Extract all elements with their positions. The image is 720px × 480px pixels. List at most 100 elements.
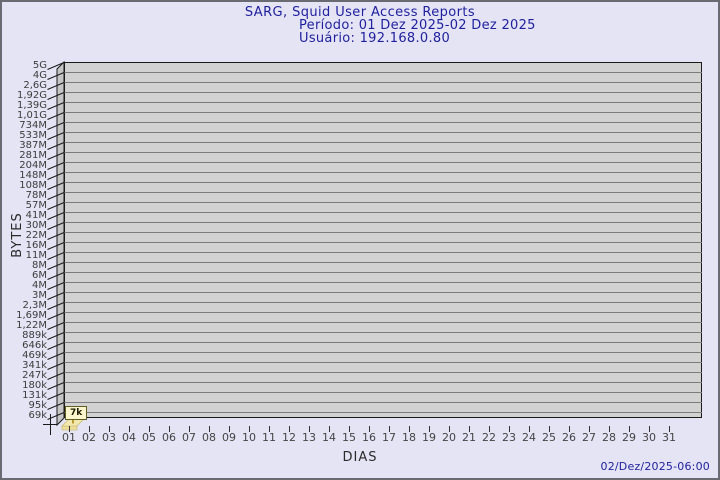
x-tick-mark (589, 426, 590, 432)
gridline (64, 192, 702, 193)
y-tick-mark (47, 142, 65, 150)
y-axis-tick-label: 889k (22, 330, 47, 341)
y-tick-mark (47, 72, 65, 80)
gridline (64, 372, 702, 373)
x-axis-tick-label: 28 (602, 431, 616, 444)
left-wall-3d (56, 60, 65, 427)
gridline (64, 252, 702, 253)
gridline (64, 412, 702, 413)
y-axis-tick-label: 646k (22, 340, 47, 351)
y-tick-mark (47, 372, 65, 380)
y-tick-mark (47, 162, 65, 170)
gridline (64, 262, 702, 263)
y-axis-tick-label: 108M (19, 180, 47, 191)
chart-plot-area (64, 62, 702, 418)
gridline (64, 272, 702, 273)
x-axis-tick-label: 26 (562, 431, 576, 444)
gridline (64, 242, 702, 243)
y-axis-tick-label: 387M (19, 140, 47, 151)
x-tick-mark (349, 426, 350, 432)
y-tick-mark (47, 222, 65, 230)
x-axis-tick-label: 12 (282, 431, 296, 444)
x-axis-tick-label: 08 (202, 431, 216, 444)
y-axis-tick-label: 281M (19, 150, 47, 161)
y-tick-mark (47, 262, 65, 270)
x-tick-mark (509, 426, 510, 432)
x-axis-tick-label: 03 (102, 431, 116, 444)
y-tick-mark (47, 362, 65, 370)
gridline (64, 202, 702, 203)
y-axis-tick-label: 148M (19, 170, 47, 181)
y-axis-tick-label: 734M (19, 120, 47, 131)
y-tick-mark (47, 62, 65, 70)
y-axis-tick-label: 78M (25, 190, 47, 201)
y-tick-mark (47, 412, 65, 420)
x-axis-tick-label: 21 (462, 431, 476, 444)
x-tick-mark (649, 426, 650, 432)
gridline (64, 392, 702, 393)
gridline (64, 72, 702, 73)
x-tick-mark (669, 426, 670, 432)
x-tick-mark (389, 426, 390, 432)
y-tick-mark (47, 152, 65, 160)
y-axis-tick-label: 469k (22, 350, 47, 361)
x-axis-tick-label: 07 (182, 431, 196, 444)
x-tick-mark (289, 426, 290, 432)
x-tick-mark (129, 426, 130, 432)
x-axis-tick-label: 18 (402, 431, 416, 444)
y-axis-tick-label: 69k (28, 410, 47, 421)
x-axis-tick-label: 01 (62, 431, 76, 444)
y-axis-tick-label: 204M (19, 160, 47, 171)
y-tick-mark (47, 92, 65, 100)
gridline (64, 152, 702, 153)
bar-top-face (61, 418, 85, 427)
y-tick-mark (47, 402, 65, 410)
y-tick-mark (47, 322, 65, 330)
y-tick-mark (47, 382, 65, 390)
y-axis-tick-label: 180k (22, 380, 47, 391)
y-tick-mark (47, 232, 65, 240)
x-axis-tick-label: 13 (302, 431, 316, 444)
y-tick-mark (47, 292, 65, 300)
x-tick-mark (469, 426, 470, 432)
x-axis-tick-label: 11 (262, 431, 276, 444)
x-axis-tick-label: 20 (442, 431, 456, 444)
x-axis-tick-label: 04 (122, 431, 136, 444)
gridline (64, 342, 702, 343)
chart-subtitle-period: Período: 01 Dez 2025-02 Dez 2025 (299, 18, 536, 33)
x-tick-mark (409, 426, 410, 432)
y-tick-mark (47, 202, 65, 210)
gridline (64, 402, 702, 403)
gridline (64, 312, 702, 313)
x-tick-mark (169, 426, 170, 432)
x-tick-mark (109, 426, 110, 432)
y-axis-tick-label: 3M (32, 290, 47, 301)
y-axis-title: BYTES (10, 212, 25, 258)
x-tick-mark (189, 426, 190, 432)
x-axis-tick-label: 17 (382, 431, 396, 444)
x-axis-title: DIAS (342, 450, 378, 465)
x-axis-tick-label: 14 (322, 431, 336, 444)
gridline (64, 162, 702, 163)
gridline (64, 322, 702, 323)
generation-timestamp: 02/Dez/2025-06:00 (600, 460, 710, 473)
x-tick-mark (149, 426, 150, 432)
x-tick-mark (449, 426, 450, 432)
gridline (64, 332, 702, 333)
y-tick-mark (47, 312, 65, 320)
gridline (64, 112, 702, 113)
y-tick-mark (47, 102, 65, 110)
gridline (64, 132, 702, 133)
gridline (64, 82, 702, 83)
y-axis-tick-label: 131k (22, 390, 47, 401)
y-tick-mark (47, 242, 65, 250)
y-axis-tick-label: 1,39G (16, 100, 47, 111)
y-tick-mark (47, 82, 65, 90)
gridline (64, 172, 702, 173)
x-tick-mark (69, 426, 70, 432)
y-tick-mark (47, 302, 65, 310)
gridline (64, 92, 702, 93)
x-tick-mark (529, 426, 530, 432)
gridline (64, 232, 702, 233)
